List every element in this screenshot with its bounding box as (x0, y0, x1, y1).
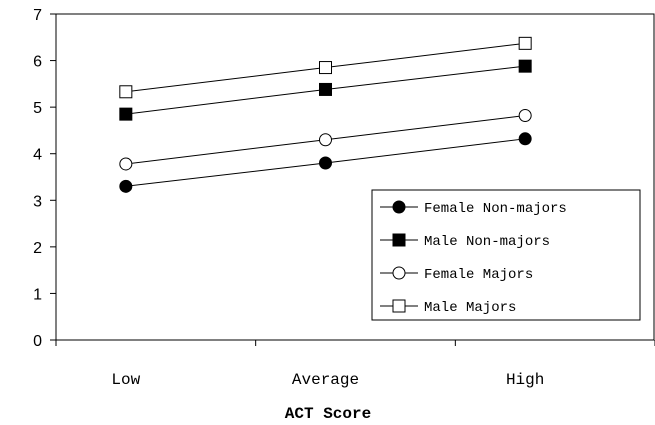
y-tick-label: 7 (33, 7, 42, 24)
x-axis-title: ACT Score (285, 405, 371, 423)
legend-label: Female Majors (424, 267, 533, 283)
series-4 (119, 36, 532, 99)
data-point (518, 36, 532, 50)
y-tick-label: 3 (33, 193, 42, 210)
data-point (518, 59, 532, 73)
legend-item: Male Non-majors (380, 233, 550, 250)
x-tick-label: High (506, 371, 544, 389)
y-tick-label: 4 (33, 147, 42, 164)
legend: Female Non-majors Male Non-majors Female M… (371, 189, 641, 321)
data-point (518, 132, 532, 146)
legend-marker (392, 266, 406, 280)
legend-label: Male Non-majors (424, 234, 550, 250)
legend-item: Female Majors (380, 266, 533, 283)
series-1 (119, 132, 532, 193)
legend-marker (392, 233, 406, 247)
x-tick-label: Low (111, 371, 140, 389)
legend-label: Male Majors (424, 300, 516, 316)
data-point (119, 85, 133, 99)
data-point (319, 82, 332, 96)
y-axis: 0 1 2 3 4 5 6 7 (33, 7, 56, 350)
x-axis: Low Average High (55, 340, 655, 389)
y-tick-label: 2 (33, 240, 42, 257)
y-tick-label: 6 (33, 54, 42, 71)
data-point (319, 156, 332, 170)
data-point (319, 133, 332, 147)
x-tick-label: Average (292, 371, 359, 389)
data-point (119, 179, 133, 193)
plot-area (55, 13, 655, 341)
data-point (119, 157, 133, 171)
y-tick-label: 5 (33, 100, 42, 117)
series-2 (119, 59, 532, 121)
series-3 (119, 109, 532, 171)
legend-marker (392, 200, 406, 214)
series-layer (119, 36, 532, 193)
plot-border (55, 13, 655, 341)
legend-item: Male Majors (380, 299, 516, 316)
legend-box (371, 189, 641, 321)
legend-label: Female Non-majors (424, 201, 567, 217)
data-point (119, 107, 133, 121)
y-tick-label: 0 (33, 333, 42, 350)
y-tick-label: 1 (33, 286, 42, 303)
data-point (518, 109, 532, 123)
legend-marker (392, 299, 406, 313)
data-point (319, 61, 332, 75)
legend-item: Female Non-majors (380, 200, 567, 217)
